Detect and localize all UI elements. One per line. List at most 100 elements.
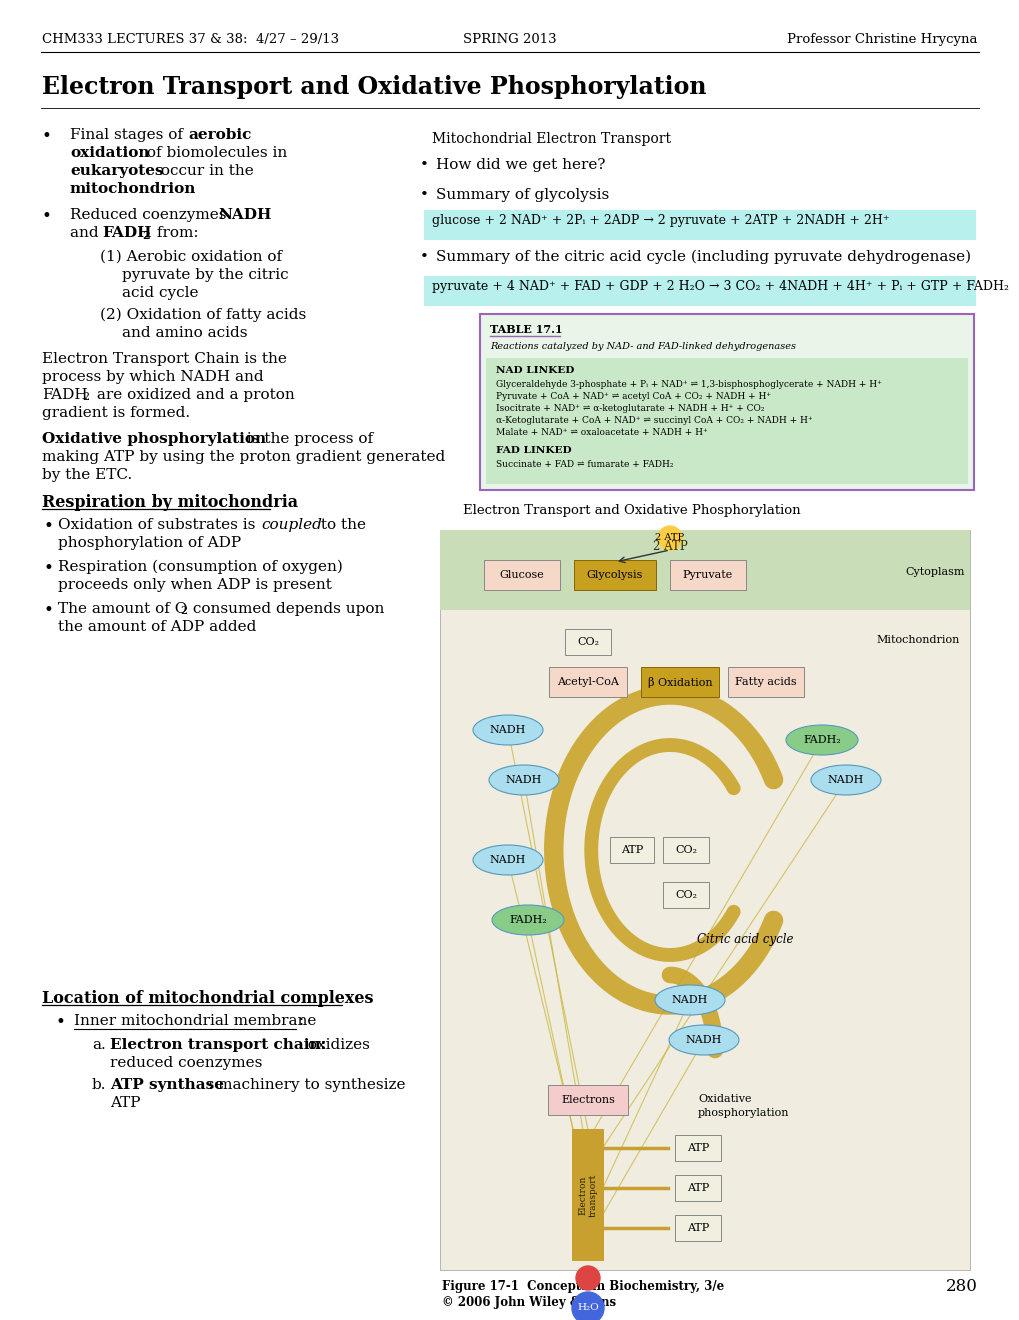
Ellipse shape [786, 725, 857, 755]
Text: ATP: ATP [110, 1096, 141, 1110]
Text: Respiration (consumption of oxygen): Respiration (consumption of oxygen) [58, 560, 342, 574]
Text: ATP: ATP [686, 1183, 708, 1193]
Text: a.: a. [92, 1038, 106, 1052]
Text: (2) Oxidation of fatty acids: (2) Oxidation of fatty acids [100, 308, 306, 322]
FancyBboxPatch shape [675, 1135, 720, 1162]
Text: Glycolysis: Glycolysis [586, 570, 643, 579]
Text: Glyceraldehyde 3-phosphate + Pᵢ + NAD⁺ ⇌ 1,3-bisphosphoglycerate + NADH + H⁺: Glyceraldehyde 3-phosphate + Pᵢ + NAD⁺ ⇌… [495, 380, 881, 389]
Text: Pyruvate: Pyruvate [682, 570, 733, 579]
Text: NADH: NADH [672, 995, 707, 1005]
Text: Inner mitochondrial membrane: Inner mitochondrial membrane [74, 1014, 316, 1028]
Text: Electron Transport and Oxidative Phosphorylation: Electron Transport and Oxidative Phospho… [463, 504, 800, 517]
Text: NADH: NADH [489, 855, 526, 865]
FancyBboxPatch shape [439, 531, 969, 1270]
FancyBboxPatch shape [662, 882, 708, 908]
Ellipse shape [491, 906, 564, 935]
Text: and amino acids: and amino acids [122, 326, 248, 341]
Text: : machinery to synthesize: : machinery to synthesize [208, 1078, 406, 1092]
FancyBboxPatch shape [439, 531, 969, 610]
FancyBboxPatch shape [574, 560, 655, 590]
Text: •: • [56, 1014, 66, 1031]
Text: phosphorylation: phosphorylation [697, 1107, 789, 1118]
FancyBboxPatch shape [572, 1129, 603, 1261]
Circle shape [576, 1266, 599, 1290]
Text: •: • [420, 158, 428, 172]
Text: Acetyl-CoA: Acetyl-CoA [556, 677, 619, 686]
Text: CO₂: CO₂ [577, 638, 598, 647]
Text: Electron Transport and Oxidative Phosphorylation: Electron Transport and Oxidative Phospho… [42, 75, 706, 99]
Text: Citric acid cycle: Citric acid cycle [696, 933, 793, 946]
Text: coupled: coupled [261, 517, 322, 532]
Text: Electron
transport: Electron transport [578, 1173, 597, 1217]
Text: 2: 2 [179, 606, 186, 616]
Text: SPRING 2013: SPRING 2013 [463, 33, 556, 46]
Text: ATP: ATP [686, 1143, 708, 1152]
Text: NADH: NADH [685, 1035, 721, 1045]
FancyBboxPatch shape [484, 560, 559, 590]
Text: CO₂: CO₂ [675, 845, 696, 855]
Text: •: • [42, 128, 52, 145]
Text: NADH: NADH [827, 775, 863, 785]
Text: glucose + 2 NAD⁺ + 2Pᵢ + 2ADP → 2 pyruvate + 2ATP + 2NADH + 2H⁺: glucose + 2 NAD⁺ + 2Pᵢ + 2ADP → 2 pyruva… [432, 214, 889, 227]
Text: from:: from: [152, 226, 199, 240]
Text: reduced coenzymes: reduced coenzymes [110, 1056, 262, 1071]
FancyBboxPatch shape [675, 1214, 720, 1241]
Text: Oxidative phosphorylation: Oxidative phosphorylation [42, 432, 266, 446]
Text: making ATP by using the proton gradient generated: making ATP by using the proton gradient … [42, 450, 445, 465]
Text: occur in the: occur in the [156, 164, 254, 178]
Text: Oxidation of substrates is: Oxidation of substrates is [58, 517, 260, 532]
Text: The amount of O: The amount of O [58, 602, 187, 616]
Ellipse shape [488, 766, 558, 795]
Text: •: • [44, 517, 54, 535]
Text: 2: 2 [82, 392, 89, 403]
Text: process by which NADH and: process by which NADH and [42, 370, 263, 384]
Text: •: • [44, 560, 54, 577]
FancyBboxPatch shape [485, 358, 967, 484]
Text: •: • [420, 187, 428, 202]
Text: :: : [298, 1014, 303, 1028]
Text: and: and [70, 226, 103, 240]
FancyBboxPatch shape [565, 630, 610, 655]
Text: ATP: ATP [621, 845, 643, 855]
Text: Reactions catalyzed by NAD- and FAD-linked dehydrogenases: Reactions catalyzed by NAD- and FAD-link… [489, 342, 795, 351]
Text: 280: 280 [946, 1278, 977, 1295]
Ellipse shape [473, 845, 542, 875]
Circle shape [572, 1292, 603, 1320]
Text: ATP synthase: ATP synthase [110, 1078, 224, 1092]
Text: Mitochondrion: Mitochondrion [875, 635, 959, 645]
Text: NAD LINKED: NAD LINKED [495, 366, 574, 375]
Text: FADH₂: FADH₂ [508, 915, 546, 925]
Text: 2: 2 [142, 230, 150, 242]
Text: b.: b. [92, 1078, 106, 1092]
Ellipse shape [668, 1026, 739, 1055]
Text: TABLE 17.1: TABLE 17.1 [489, 323, 562, 335]
Text: CHM333 LECTURES 37 & 38:  4/27 – 29/13: CHM333 LECTURES 37 & 38: 4/27 – 29/13 [42, 33, 338, 46]
Text: aerobic: aerobic [187, 128, 251, 143]
Text: gradient is formed.: gradient is formed. [42, 407, 190, 420]
Text: Mitochondrial Electron Transport: Mitochondrial Electron Transport [432, 132, 671, 147]
Text: NADH: NADH [505, 775, 542, 785]
Text: pyruvate by the citric: pyruvate by the citric [122, 268, 288, 282]
Text: proceeds only when ADP is present: proceeds only when ADP is present [58, 578, 331, 591]
Text: •: • [420, 249, 428, 264]
Ellipse shape [654, 985, 725, 1015]
Text: FADH: FADH [42, 388, 88, 403]
Text: α-Ketoglutarate + CoA + NAD⁺ ⇌ succinyl CoA + CO₂ + NADH + H⁺: α-Ketoglutarate + CoA + NAD⁺ ⇌ succinyl … [495, 416, 812, 425]
Text: is the process of: is the process of [242, 432, 373, 446]
FancyBboxPatch shape [547, 1085, 628, 1115]
Text: CO₂: CO₂ [675, 890, 696, 900]
Text: Electrons: Electrons [560, 1096, 614, 1105]
FancyBboxPatch shape [662, 837, 708, 863]
FancyBboxPatch shape [728, 667, 803, 697]
Text: phosphorylation of ADP: phosphorylation of ADP [58, 536, 240, 550]
Text: acid cycle: acid cycle [122, 286, 199, 300]
Text: FADH: FADH [102, 226, 152, 240]
Text: by the ETC.: by the ETC. [42, 469, 132, 482]
Text: ATP: ATP [686, 1224, 708, 1233]
Text: of biomolecules in: of biomolecules in [142, 147, 287, 160]
Text: Malate + NAD⁺ ⇌ oxaloacetate + NADH + H⁺: Malate + NAD⁺ ⇌ oxaloacetate + NADH + H⁺ [495, 428, 707, 437]
Text: Oxidative: Oxidative [697, 1094, 751, 1104]
FancyBboxPatch shape [609, 837, 653, 863]
Text: 2 ATP: 2 ATP [655, 533, 684, 543]
FancyBboxPatch shape [548, 667, 627, 697]
